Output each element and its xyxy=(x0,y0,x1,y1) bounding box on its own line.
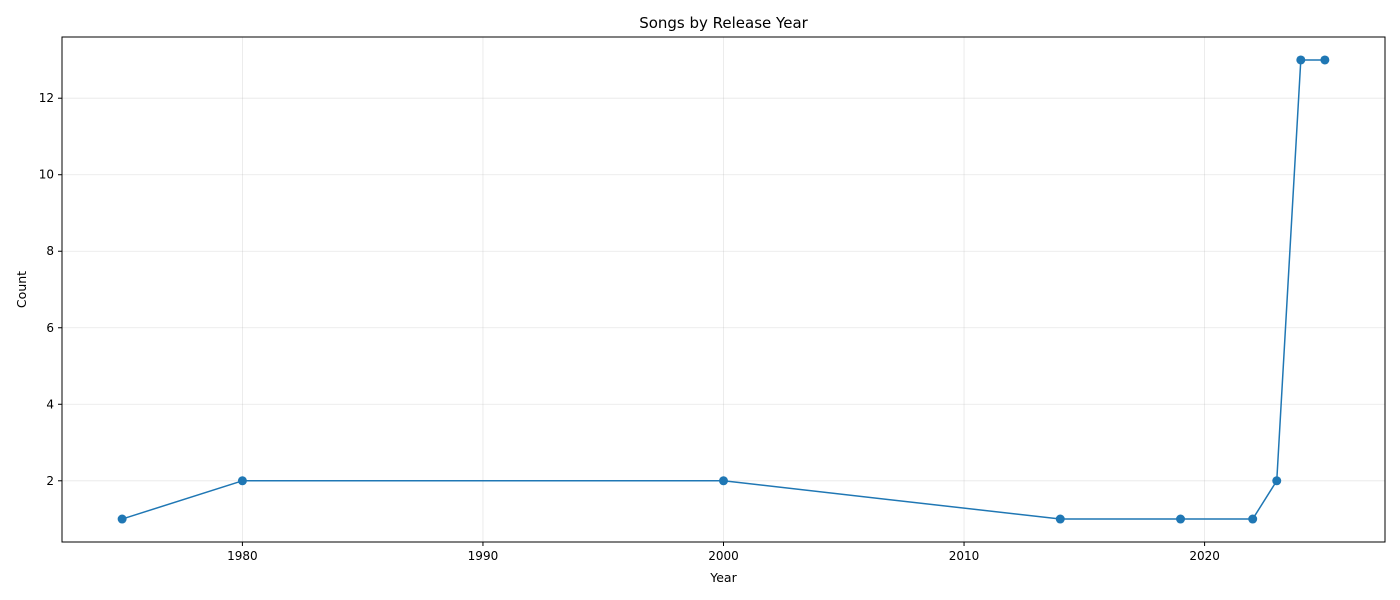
data-point xyxy=(1272,476,1282,486)
y-tick-label: 4 xyxy=(46,397,54,411)
data-point xyxy=(1248,514,1258,524)
data-point xyxy=(1055,514,1065,524)
axis-ticks: 1980 1990 2000 2010 2020 2 4 6 8 10 12 xyxy=(39,91,1220,563)
x-tick-label: 2000 xyxy=(708,549,739,563)
data-point xyxy=(1176,514,1186,524)
y-tick-label: 8 xyxy=(46,244,54,258)
data-point xyxy=(117,514,127,524)
x-tick-label: 2010 xyxy=(949,549,980,563)
y-tick-label: 2 xyxy=(46,474,54,488)
series-layer xyxy=(117,55,1330,524)
x-axis-title: Year xyxy=(709,570,737,585)
data-point xyxy=(719,476,728,486)
y-tick-label: 10 xyxy=(39,168,54,182)
data-point xyxy=(1296,55,1306,65)
chart-title: Songs by Release Year xyxy=(639,14,808,32)
y-tick-label: 12 xyxy=(39,91,54,105)
x-tick-label: 2020 xyxy=(1189,549,1220,563)
x-tick-label: 1990 xyxy=(468,549,499,563)
x-tick-label: 1980 xyxy=(227,549,258,563)
data-point xyxy=(237,476,247,486)
y-axis-title: Count xyxy=(14,271,29,308)
data-point xyxy=(1320,55,1330,65)
y-tick-label: 6 xyxy=(46,321,54,335)
